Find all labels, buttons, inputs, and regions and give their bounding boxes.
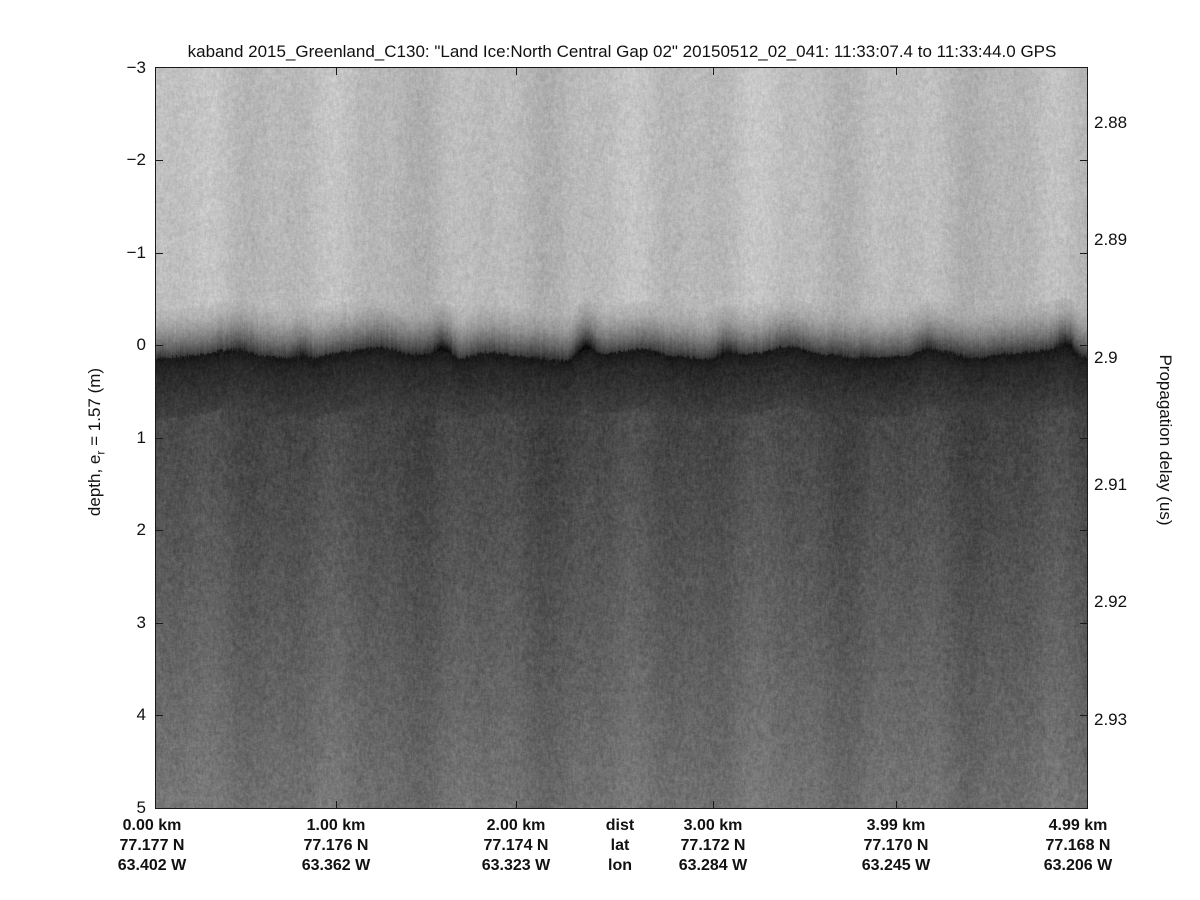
lat-value: 77.168 N [1045,837,1111,854]
lon-value: 63.245 W [861,857,931,874]
lon-value: 63.284 W [678,857,748,874]
depth-tick-label: −2 [126,150,146,169]
tick-mark [156,623,163,624]
tick-mark [1080,715,1087,716]
dist-value: 3.99 km [866,817,926,834]
tick-mark [156,715,163,716]
depth-tick-label: −3 [126,58,146,77]
lat-value: 77.172 N [680,837,746,854]
dist-value: 2.00 km [486,817,546,834]
tick-mark [896,68,897,75]
depth-tick-label: 4 [136,705,146,724]
depth-tick-label: −1 [126,243,146,262]
tick-mark [336,68,337,75]
dist-value: 0.00 km [122,817,182,834]
delay-tick-label: 2.9 [1094,348,1118,367]
lon-value: 63.362 W [301,857,371,874]
lon-value: 63.323 W [481,857,551,874]
x-tick-column: 3.00 km 77.172 N 63.284 W [653,816,773,876]
tick-mark [713,68,714,75]
x-tick-column: 2.00 km 77.174 N 63.323 W [456,816,576,876]
depth-tick-label: 1 [136,428,146,447]
tick-mark [1080,160,1087,161]
tick-mark [1080,345,1087,346]
x-axis-row-headers: dist lat lon [560,816,680,876]
lat-value: 77.174 N [483,837,549,854]
dist-row-header: dist [605,817,635,834]
lon-value: 63.206 W [1043,857,1113,874]
depth-tick-label: 0 [136,335,146,354]
tick-mark [156,253,163,254]
dist-value: 4.99 km [1048,817,1108,834]
x-tick-column: 3.99 km 77.170 N 63.245 W [836,816,956,876]
tick-mark [1080,623,1087,624]
tick-mark [1080,530,1087,531]
tick-mark [1080,253,1087,254]
delay-tick-label: 2.89 [1094,230,1128,249]
delay-tick-label: 2.93 [1094,710,1128,729]
x-tick-column: 0.00 km 77.177 N 63.402 W [92,816,212,876]
lat-value: 77.170 N [863,837,929,854]
left-axis-label-prefix: depth, e [85,454,104,517]
lon-value: 63.402 W [117,857,187,874]
tick-mark [156,530,163,531]
tick-mark [516,801,517,808]
tick-mark [896,801,897,808]
delay-tick-label: 2.92 [1094,592,1128,611]
x-tick-column: 4.99 km 77.168 N 63.206 W [1018,816,1138,876]
lat-row-header: lat [610,837,630,854]
echogram-canvas [156,68,1087,808]
depth-tick-label: 2 [136,520,146,539]
depth-tick-label: 3 [136,613,146,632]
tick-mark [336,801,337,808]
tick-mark [1080,438,1087,439]
tick-mark [713,801,714,808]
figure-title: kaband 2015_Greenland_C130: "Land Ice:No… [187,42,1057,61]
lon-row-header: lon [608,857,632,874]
delay-tick-label: 2.91 [1094,475,1128,494]
delay-tick-label: 2.88 [1094,113,1128,132]
plot-frame [155,67,1088,809]
tick-mark [516,68,517,75]
lat-value: 77.176 N [303,837,369,854]
tick-mark [156,345,163,346]
dist-value: 3.00 km [683,817,743,834]
left-axis-label-subscript: r [93,450,108,455]
dist-value: 1.00 km [306,817,366,834]
depth-tick-label: 5 [136,798,146,817]
tick-mark [156,160,163,161]
x-tick-column: 1.00 km 77.176 N 63.362 W [276,816,396,876]
lat-value: 77.177 N [119,837,185,854]
tick-mark [156,438,163,439]
